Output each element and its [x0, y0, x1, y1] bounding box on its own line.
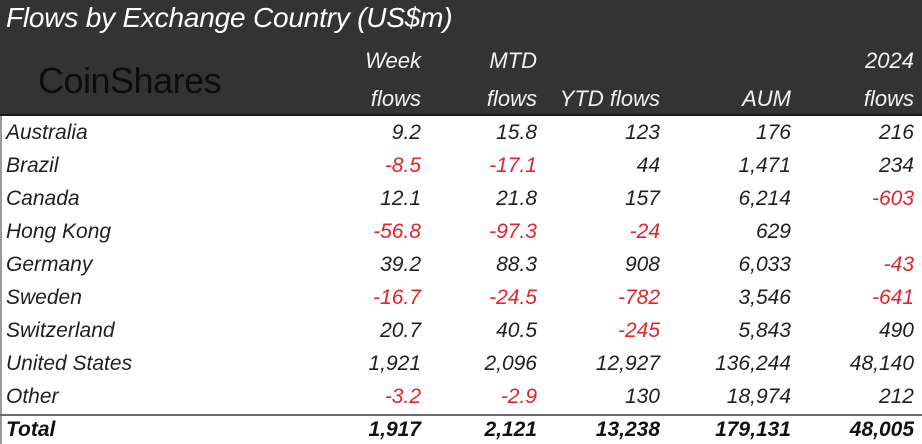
total-week-flow: 1,917: [368, 418, 421, 441]
mtd-flow: 40.5: [496, 319, 537, 342]
week-flow: -3.2: [384, 385, 421, 408]
week-flow: 39.2: [380, 253, 421, 276]
flow-2024: 490: [878, 319, 914, 342]
total-label: Total: [6, 418, 56, 441]
flow-2024: 234: [878, 154, 914, 177]
table-row: Brazil -8.5 -17.1 44 1,471 234: [0, 151, 922, 184]
country-name: Hong Kong: [6, 220, 112, 243]
aum: 136,244: [715, 352, 791, 375]
flow-2024: -641: [871, 286, 914, 309]
country-name: Switzerland: [6, 319, 115, 342]
table-row: Germany 39.2 88.3 908 6,033 -43: [0, 250, 922, 283]
total-aum: 179,131: [715, 418, 791, 441]
col-2024-line1: 2024: [865, 48, 914, 73]
total-ytd-flow: 13,238: [595, 418, 660, 441]
col-week-line2: flows: [370, 86, 421, 111]
mtd-flow: -17.1: [489, 154, 537, 177]
aum: 5,843: [738, 319, 791, 342]
ytd-flow: 908: [624, 253, 660, 276]
mtd-flow: -2.9: [500, 385, 537, 408]
mtd-flow: -24.5: [489, 286, 537, 309]
col-aum: AUM: [742, 86, 791, 111]
mtd-flow: -97.3: [489, 220, 537, 243]
ytd-flow: 130: [624, 385, 660, 408]
flow-2024: 212: [878, 385, 914, 408]
ytd-flow: 157: [624, 187, 660, 210]
col-mtd-line2: flows: [486, 86, 537, 111]
table-row: Australia 9.2 15.8 123 176 216: [0, 118, 922, 151]
country-name: Other: [6, 385, 59, 408]
aum: 176: [755, 121, 791, 144]
aum: 6,214: [738, 187, 791, 210]
aum: 6,033: [738, 253, 791, 276]
table-row: Hong Kong -56.8 -97.3 -24 629: [0, 217, 922, 250]
table-body: Australia 9.2 15.8 123 176 216 Brazil -8…: [0, 118, 922, 415]
coinshares-logo: CoinShares: [38, 60, 222, 101]
country-name: Brazil: [6, 154, 59, 177]
country-name: Canada: [6, 187, 80, 210]
col-2024-line2: flows: [863, 86, 914, 111]
country-name: United States: [6, 352, 133, 375]
ytd-flow: 12,927: [595, 352, 660, 375]
col-week-line1: Week: [365, 48, 421, 73]
total-flow-2024: 48,005: [849, 418, 914, 441]
total-row: Total 1,917 2,121 13,238 179,131 48,005: [0, 416, 922, 444]
flow-2024: 48,140: [849, 352, 914, 375]
week-flow: 20.7: [380, 319, 421, 342]
total-mtd-flow: 2,121: [484, 418, 537, 441]
flow-2024: -603: [871, 187, 914, 210]
table-title: Flows by Exchange Country (US$m): [6, 2, 453, 33]
ytd-flow: -245: [617, 319, 660, 342]
aum: 3,546: [738, 286, 791, 309]
col-mtd-line1: MTD: [489, 48, 537, 73]
flow-2024: 216: [878, 121, 914, 144]
col-ytd: YTD flows: [559, 86, 660, 111]
ytd-flow: -782: [617, 286, 660, 309]
table-row: Canada 12.1 21.8 157 6,214 -603: [0, 184, 922, 217]
mtd-flow: 2,096: [484, 352, 537, 375]
week-flow: 1,921: [368, 352, 421, 375]
mtd-flow: 15.8: [496, 121, 537, 144]
mtd-flow: 88.3: [496, 253, 537, 276]
flow-2024: -43: [883, 253, 914, 276]
week-flow: 9.2: [391, 121, 421, 144]
aum: 629: [755, 220, 791, 243]
aum: 1,471: [738, 154, 791, 177]
week-flow: -8.5: [384, 154, 421, 177]
ytd-flow: -24: [629, 220, 660, 243]
week-flow: -56.8: [373, 220, 421, 243]
table-row: Other -3.2 -2.9 130 18,974 212: [0, 382, 922, 415]
country-name: Australia: [6, 121, 88, 144]
week-flow: 12.1: [380, 187, 421, 210]
ytd-flow: 44: [636, 154, 660, 177]
table-row: Switzerland 20.7 40.5 -245 5,843 490: [0, 316, 922, 349]
week-flow: -16.7: [373, 286, 421, 309]
table-header: Flows by Exchange Country (US$m) CoinSha…: [0, 0, 922, 116]
aum: 18,974: [726, 385, 791, 408]
table-row: Sweden -16.7 -24.5 -782 3,546 -641: [0, 283, 922, 316]
mtd-flow: 21.8: [496, 187, 537, 210]
ytd-flow: 123: [624, 121, 660, 144]
table-row: United States 1,921 2,096 12,927 136,244…: [0, 349, 922, 382]
country-name: Germany: [6, 253, 93, 276]
country-name: Sweden: [6, 286, 82, 309]
total-divider: [0, 414, 922, 416]
